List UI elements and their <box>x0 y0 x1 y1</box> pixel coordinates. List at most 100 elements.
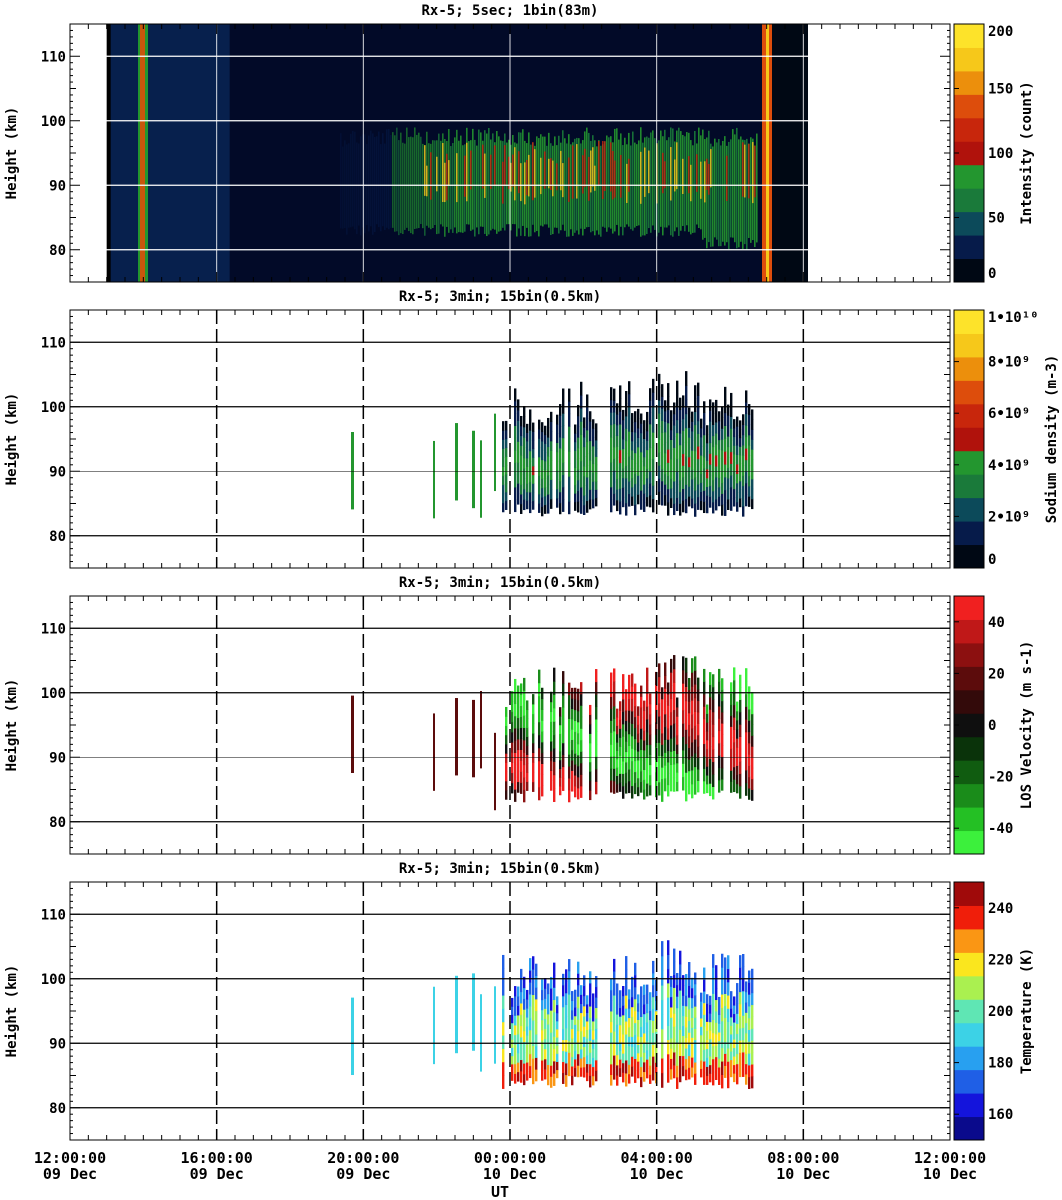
layer-streak <box>732 129 734 238</box>
profile-cell <box>676 458 679 473</box>
profile-cell <box>577 447 580 459</box>
profile-cell <box>616 478 619 490</box>
profile-cell <box>751 1063 754 1077</box>
layer-streak <box>716 142 718 240</box>
profile-cell <box>709 399 712 411</box>
profile-cell <box>733 692 736 706</box>
x-tick-time: 16:00:00 <box>181 1149 253 1167</box>
profile-cell <box>706 757 709 767</box>
profile-cell <box>532 1007 535 1021</box>
profile-cell <box>751 1052 754 1065</box>
layer-streak <box>400 132 402 234</box>
profile-cell <box>610 1063 613 1076</box>
profile-cell <box>523 727 526 741</box>
profile-cell <box>523 416 526 428</box>
profile-cell <box>697 407 700 422</box>
profile-cell <box>700 427 703 438</box>
profile-cell <box>595 431 598 441</box>
profile-cell <box>664 494 667 506</box>
profile-cell <box>583 417 586 428</box>
profile-cell <box>640 1076 643 1088</box>
profile-cell <box>514 740 517 753</box>
layer-streak <box>434 140 436 226</box>
colorbar-tick-label: 8•10⁹ <box>988 355 1030 371</box>
panel-title: Rx-5; 3min; 15bin(0.5km) <box>399 575 601 591</box>
profile-cell <box>721 1060 724 1075</box>
profile-cell <box>640 1016 643 1028</box>
profile-cell <box>520 683 523 696</box>
y-axis-label: Height (km) <box>4 393 20 486</box>
profile-cell <box>589 450 592 461</box>
profile-cell <box>646 731 649 746</box>
profile-cell <box>523 1052 526 1064</box>
profile-cell <box>622 1053 625 1064</box>
profile-cell <box>640 738 643 751</box>
profile-cell <box>532 981 535 996</box>
profile-cell <box>553 734 556 749</box>
profile-cell <box>625 741 628 753</box>
x-tick-time: 08:00:00 <box>767 1149 839 1167</box>
profile-cell <box>583 427 586 438</box>
profile-cell <box>712 424 715 437</box>
profile-cell <box>613 411 616 425</box>
profile-cell <box>595 718 598 732</box>
profile-cell <box>526 1052 529 1063</box>
profile-cell <box>751 746 754 758</box>
layer-streak <box>608 137 610 228</box>
profile-cell <box>730 1059 733 1069</box>
profile-cell <box>724 1053 727 1066</box>
profile-cell <box>568 1063 571 1077</box>
profile-cell <box>583 456 586 467</box>
profile-cell <box>556 1061 559 1071</box>
profile-cell <box>637 475 640 486</box>
profile-cell <box>550 469 553 480</box>
profile-cell <box>685 672 688 687</box>
profile-cell <box>715 965 718 978</box>
profile-cell <box>637 768 640 779</box>
profile-cell <box>715 465 718 478</box>
profile-cell <box>511 1063 514 1073</box>
profile-cell <box>745 680 748 695</box>
profile-cell <box>634 694 637 707</box>
profile-cell <box>520 738 523 750</box>
profile-cell <box>637 750 640 761</box>
profile-cell <box>676 725 679 736</box>
profile-cell <box>637 1036 640 1045</box>
layer-streak <box>612 150 614 200</box>
profile-cell <box>622 1024 625 1035</box>
layer-streak <box>728 141 730 250</box>
profile-cell <box>514 1024 517 1036</box>
profile-cell <box>619 398 622 412</box>
profile-cell <box>616 435 619 447</box>
colorbar-cell <box>954 188 984 213</box>
colorbar-cell <box>954 689 984 714</box>
profile-cell <box>526 745 529 755</box>
profile-cell <box>568 426 571 440</box>
profile-cell <box>718 705 721 719</box>
profile-cell <box>673 1013 676 1027</box>
profile-cell <box>697 689 700 702</box>
profile-cell <box>736 1073 739 1085</box>
panel-title: Rx-5; 3min; 15bin(0.5km) <box>399 289 601 305</box>
profile-cell <box>547 484 550 495</box>
profile-cell <box>637 456 640 467</box>
profile-cell <box>529 1053 532 1067</box>
layer-streak <box>610 142 612 192</box>
profile-cell <box>688 689 691 702</box>
profile-cell <box>685 657 688 673</box>
profile-cell <box>712 479 715 492</box>
colorbar-cell <box>954 310 984 334</box>
profile-cell <box>580 1039 583 1050</box>
profile-cell <box>730 770 733 782</box>
profile-cell <box>568 730 571 743</box>
profile-cell <box>742 434 745 446</box>
profile-cell <box>502 1048 505 1063</box>
profile-cell <box>697 734 700 747</box>
profile-cell <box>526 449 529 459</box>
profile-cell <box>658 689 661 704</box>
profile-cell <box>514 995 517 1007</box>
profile-cell <box>532 713 535 724</box>
profile-cell <box>682 995 685 1006</box>
gridlines <box>70 882 950 1140</box>
profile-cell <box>523 702 526 716</box>
